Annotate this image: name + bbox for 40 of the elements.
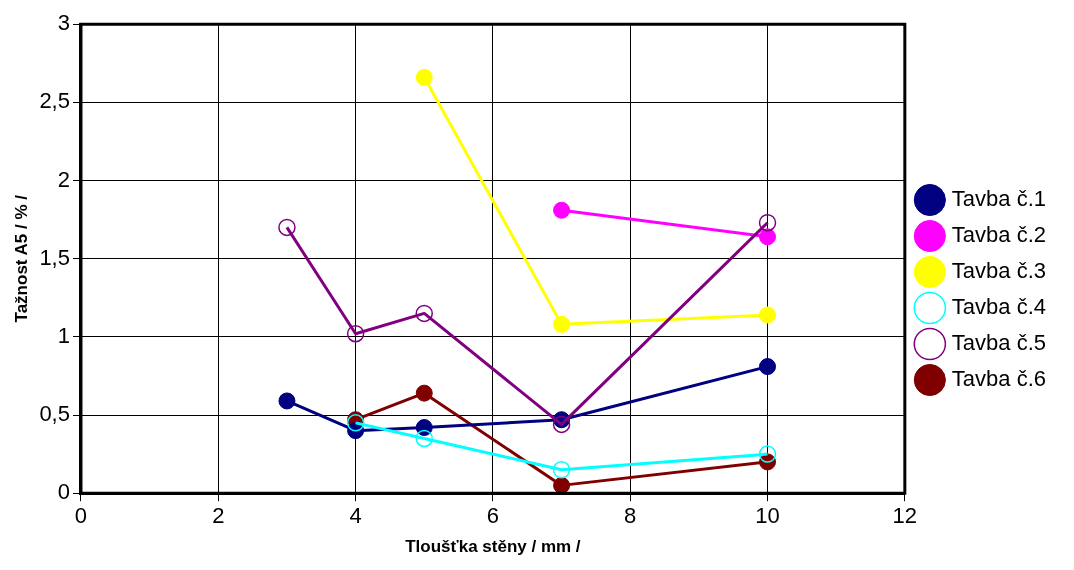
point (415, 68, 433, 86)
point (759, 306, 777, 324)
x-axis-title: Tloušťka stěny / mm / (405, 537, 581, 557)
y-tick-label: 1 (57, 322, 70, 348)
x-tick-label: 4 (349, 503, 362, 529)
point (759, 228, 777, 246)
legend-label: Tavba č.2 (951, 222, 1047, 248)
point (758, 213, 777, 232)
point (278, 218, 296, 237)
x-tick-label: 6 (486, 503, 500, 529)
point (758, 445, 777, 463)
point (415, 304, 433, 323)
point (415, 384, 433, 402)
point (553, 315, 571, 333)
y-tick-label: 3 (57, 10, 70, 36)
x-tick-label: 8 (624, 503, 637, 529)
point (552, 415, 571, 434)
y-tick-label: 0,5 (39, 401, 70, 427)
y-tick-label: 0 (57, 479, 70, 505)
y-tick-label: 2,5 (39, 88, 70, 114)
point (553, 476, 571, 494)
x-tick-label: 0 (74, 503, 88, 529)
point (415, 429, 433, 448)
point (346, 324, 365, 343)
legend-label: Tavba č.4 (951, 294, 1047, 320)
x-tick-label: 10 (755, 503, 780, 529)
legend-label: Tavba č.1 (951, 186, 1047, 212)
y-tick-label: 2 (57, 166, 70, 192)
point (415, 419, 433, 437)
point (759, 358, 777, 376)
legend-label: Tavba č.6 (951, 366, 1047, 392)
y-tick-label: 1,5 (39, 244, 70, 270)
x-tick-label: 2 (212, 503, 225, 529)
x-tick-label: 12 (892, 503, 918, 529)
legend-label: Tavba č.3 (951, 258, 1047, 284)
point (278, 392, 296, 410)
y-axis-title: Tažnost A5 / % / (11, 194, 31, 323)
point (552, 461, 571, 479)
legend-label: Tavba č.5 (951, 330, 1047, 356)
point (553, 201, 571, 219)
